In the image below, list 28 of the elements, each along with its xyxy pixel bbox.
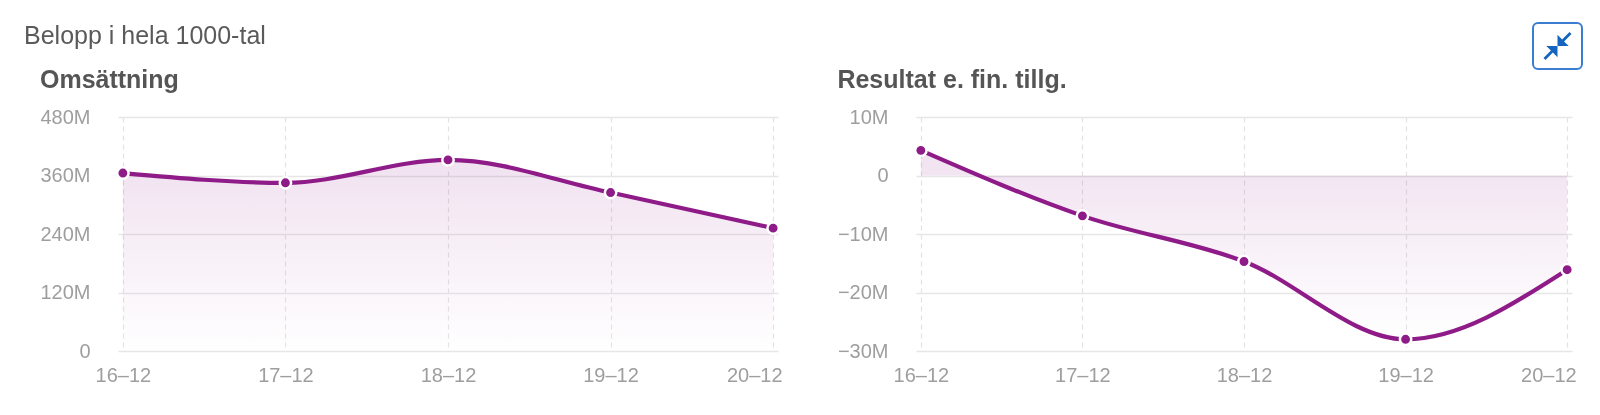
- x-tick-label: 19–12: [1378, 363, 1434, 386]
- chart-title: Resultat e. fin. tillg.: [837, 65, 1067, 93]
- y-tick-label: 360M: [40, 164, 91, 186]
- text: Belopp i hela 1000-tal: [24, 21, 266, 50]
- y-tick-label: −20M: [837, 281, 889, 303]
- point: [278, 175, 293, 190]
- x-tick-label: 18–12: [1216, 363, 1273, 386]
- x-tick-label: 20–12: [1521, 363, 1577, 386]
- y-tick-label: 0: [79, 339, 91, 362]
- x-tick-label: 19–12: [583, 363, 639, 386]
- x-tick-label: 16–12: [95, 363, 152, 386]
- y-tick-label: 120M: [40, 281, 91, 303]
- y-tick-label: −30M: [837, 339, 889, 362]
- x-tick-label: 16–12: [893, 363, 950, 386]
- y-tick-label: 240M: [40, 222, 91, 245]
- chart-title: Omsättning: [39, 65, 179, 93]
- y-tick-label: −10M: [837, 222, 889, 245]
- y-tick-label: 10M: [849, 105, 889, 128]
- x-tick-label: 17–12: [1055, 363, 1111, 386]
- point: [441, 152, 455, 167]
- y-tick-label: 480M: [40, 105, 91, 128]
- point: [1075, 208, 1090, 223]
- point: [1398, 332, 1413, 347]
- point: [1237, 254, 1251, 269]
- x-tick-label: 18–12: [420, 363, 477, 386]
- x-tick-label: 17–12: [258, 363, 314, 386]
- y-tick-label: 0: [877, 164, 889, 186]
- x-tick-label: 20–12: [727, 363, 783, 386]
